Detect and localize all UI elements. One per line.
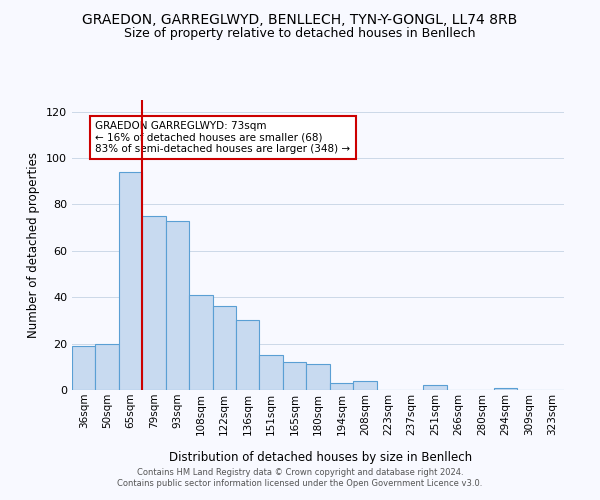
Bar xyxy=(119,172,142,390)
Bar xyxy=(189,295,212,390)
Bar xyxy=(236,320,259,390)
Bar xyxy=(330,383,353,390)
Text: Contains HM Land Registry data © Crown copyright and database right 2024.
Contai: Contains HM Land Registry data © Crown c… xyxy=(118,468,482,487)
Bar xyxy=(283,362,306,390)
Text: Distribution of detached houses by size in Benllech: Distribution of detached houses by size … xyxy=(169,451,473,464)
Y-axis label: Number of detached properties: Number of detached properties xyxy=(28,152,40,338)
Bar xyxy=(166,220,189,390)
Bar xyxy=(72,346,95,390)
Text: GRAEDON, GARREGLWYD, BENLLECH, TYN-Y-GONGL, LL74 8RB: GRAEDON, GARREGLWYD, BENLLECH, TYN-Y-GON… xyxy=(82,12,518,26)
Bar xyxy=(95,344,119,390)
Text: GRAEDON GARREGLWYD: 73sqm
← 16% of detached houses are smaller (68)
83% of semi-: GRAEDON GARREGLWYD: 73sqm ← 16% of detac… xyxy=(95,121,350,154)
Bar xyxy=(306,364,330,390)
Bar xyxy=(353,380,377,390)
Bar xyxy=(424,386,447,390)
Bar xyxy=(494,388,517,390)
Bar xyxy=(259,355,283,390)
Bar xyxy=(142,216,166,390)
Bar xyxy=(212,306,236,390)
Text: Size of property relative to detached houses in Benllech: Size of property relative to detached ho… xyxy=(124,28,476,40)
